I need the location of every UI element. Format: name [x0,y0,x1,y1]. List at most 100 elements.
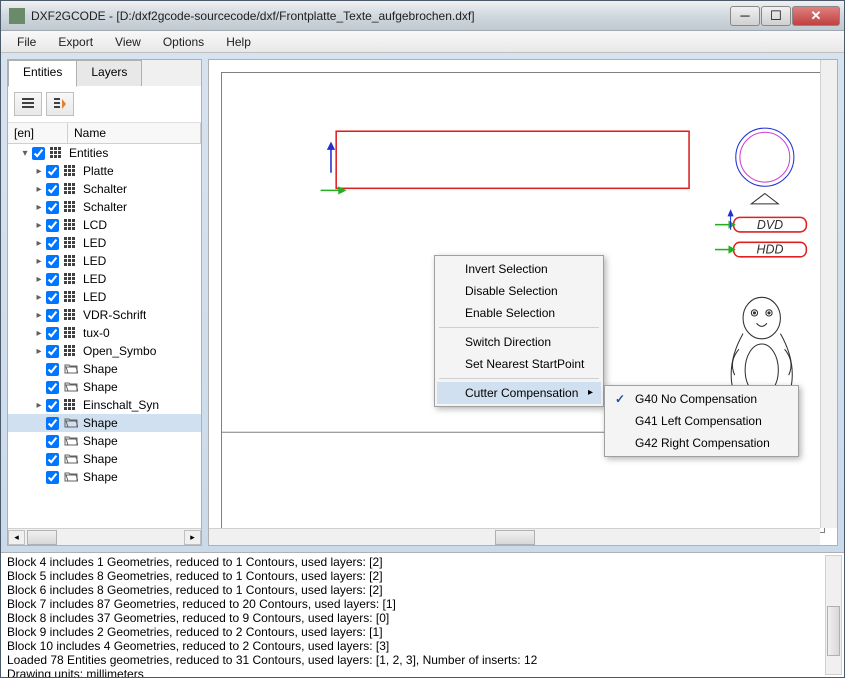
tree-label: Schalter [81,200,127,214]
grid-icon [64,183,78,195]
expand-toggle[interactable]: ▸ [34,328,44,339]
tree-row[interactable]: ▸ LED [8,288,201,306]
grid-icon [64,345,78,357]
application-window: DXF2GCODE - [D:/dxf2gcode-sourcecode/dxf… [0,0,845,678]
tree-checkbox[interactable] [46,363,59,376]
tree-label: Shape [81,416,118,430]
expand-toggle[interactable]: ▸ [34,292,44,303]
expand-all-button[interactable] [46,92,74,116]
log-line: Block 8 includes 37 Geometries, reduced … [7,611,838,625]
grid-icon [64,237,78,249]
tree-label: Shape [81,434,118,448]
expand-toggle[interactable]: ▸ [34,238,44,249]
log-line: Block 10 includes 4 Geometries, reduced … [7,639,838,653]
ctx-switch-direction[interactable]: Switch Direction [437,331,601,353]
menu-help[interactable]: Help [216,33,261,51]
collapse-all-button[interactable] [14,92,42,116]
ctx-invert-selection[interactable]: Invert Selection [437,258,601,280]
tree-row[interactable]: ▸ Schalter [8,198,201,216]
tree-row[interactable]: Shape [8,432,201,450]
tree-checkbox[interactable] [32,147,45,160]
tree-row[interactable]: ▸LED [8,252,201,270]
tree-checkbox[interactable] [46,471,59,484]
log-line: Block 5 includes 8 Geometries, reduced t… [7,569,838,583]
tree-row[interactable]: Shape [8,468,201,486]
tree-label: Platte [81,164,114,178]
expand-toggle[interactable]: ▸ [34,310,44,321]
tree-hscrollbar[interactable]: ◂▸ [8,528,201,545]
tree-header-name[interactable]: Name [68,123,201,143]
tree-row[interactable]: ▸LED [8,270,201,288]
tree-checkbox[interactable] [46,399,59,412]
tree-checkbox[interactable] [46,273,59,286]
expand-toggle[interactable]: ▸ [34,184,44,195]
expand-toggle[interactable]: ▸ [34,346,44,357]
close-button[interactable]: ✕ [792,6,840,26]
tree-checkbox[interactable] [46,291,59,304]
expand-toggle[interactable]: ▸ [34,274,44,285]
tree-checkbox[interactable] [46,201,59,214]
tree-row[interactable]: ▸tux-0 [8,324,201,342]
log-line: Block 6 includes 8 Geometries, reduced t… [7,583,838,597]
tree-row[interactable]: Shape [8,378,201,396]
tree-checkbox[interactable] [46,381,59,394]
tree-row[interactable]: Shape [8,360,201,378]
tree-header-en[interactable]: [en] [8,123,68,143]
menu-options[interactable]: Options [153,33,214,51]
tab-layers[interactable]: Layers [76,60,142,86]
ctx-g42[interactable]: G42 Right Compensation [607,432,796,454]
log-vscrollbar[interactable] [825,555,842,675]
tree-checkbox[interactable] [46,435,59,448]
tree-label: Shape [81,452,118,466]
ctx-g41[interactable]: G41 Left Compensation [607,410,796,432]
tree-checkbox[interactable] [46,417,59,430]
tree-row[interactable]: ▸ Platte [8,162,201,180]
menu-file[interactable]: File [7,33,46,51]
tree-label: Entities [67,146,108,160]
tree-checkbox[interactable] [46,165,59,178]
tree-checkbox[interactable] [46,255,59,268]
tree-row[interactable]: Shape [8,450,201,468]
expand-toggle[interactable]: ▸ [34,166,44,177]
canvas-hscrollbar[interactable] [209,528,820,545]
maximize-button[interactable]: ☐ [761,6,791,26]
expand-toggle[interactable]: ▸ [34,256,44,267]
ctx-enable-selection[interactable]: Enable Selection [437,302,601,324]
tree-row[interactable]: ▸LCD [8,216,201,234]
tree-view[interactable]: ▾Entities▸Platte▸Schalter▸Schalter▸LCD▸L… [8,144,201,528]
menu-export[interactable]: Export [48,33,103,51]
tree-checkbox[interactable] [46,345,59,358]
tree-checkbox[interactable] [46,309,59,322]
ctx-g40[interactable]: ✓G40 No Compensation [607,388,796,410]
tree-row[interactable]: Shape [8,414,201,432]
tree-row[interactable]: ▸Schalter [8,180,201,198]
tree-label: VDR-Schrift [81,308,146,322]
tree-row[interactable]: ▾ Entities [8,144,201,162]
tree-label: LED [81,290,106,304]
ctx-disable-selection[interactable]: Disable Selection [437,280,601,302]
tree-row[interactable]: ▸ VDR-Schrift [8,306,201,324]
expand-toggle[interactable]: ▸ [34,400,44,411]
tree-checkbox[interactable] [46,237,59,250]
tree-row[interactable]: ▸ LED [8,234,201,252]
grid-icon [64,327,78,339]
tree-checkbox[interactable] [46,183,59,196]
ctx-cutter-compensation[interactable]: Cutter Compensation▸ [437,382,601,404]
canvas-vscrollbar[interactable] [820,60,837,528]
tree-row[interactable]: ▸Einschalt_Syn [8,396,201,414]
tree-checkbox[interactable] [46,219,59,232]
tab-entities[interactable]: Entities [8,60,77,87]
tree-checkbox[interactable] [46,453,59,466]
drawing-canvas[interactable]: DVD HDD [208,59,838,546]
tree-checkbox[interactable] [46,327,59,340]
tree-label: Shape [81,362,118,376]
menubar: File Export View Options Help [1,31,844,53]
ctx-set-nearest-startpoint[interactable]: Set Nearest StartPoint [437,353,601,375]
expand-toggle[interactable]: ▾ [20,148,30,159]
minimize-button[interactable]: ─ [730,6,760,26]
expand-toggle[interactable]: ▸ [34,220,44,231]
tree-label: LED [81,236,106,250]
tree-row[interactable]: ▸Open_Symbo [8,342,201,360]
menu-view[interactable]: View [105,33,151,51]
expand-toggle[interactable]: ▸ [34,202,44,213]
